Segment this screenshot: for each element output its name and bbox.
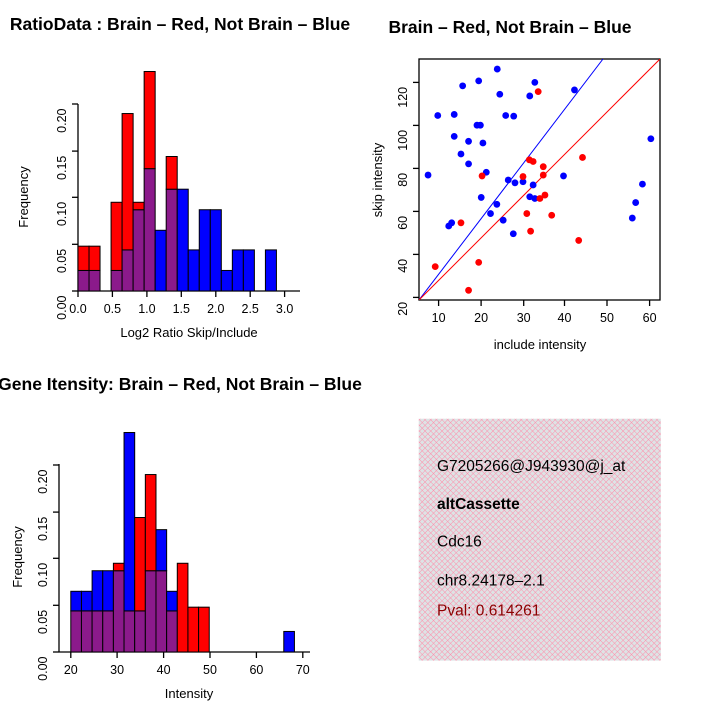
svg-text:G7205266@J943930@j_at: G7205266@J943930@j_at <box>437 458 626 475</box>
svg-text:Frequency: Frequency <box>10 526 25 588</box>
svg-text:0.00: 0.00 <box>36 656 50 680</box>
svg-text:80: 80 <box>396 173 410 187</box>
svg-text:50: 50 <box>203 663 217 677</box>
svg-text:include intensity: include intensity <box>494 337 587 352</box>
svg-text:RatioData : Brain – Red, Not B: RatioData : Brain – Red, Not Brain – Blu… <box>10 14 351 34</box>
svg-text:1.5: 1.5 <box>173 302 190 316</box>
svg-text:40: 40 <box>157 663 171 677</box>
svg-text:0.20: 0.20 <box>55 108 69 132</box>
svg-text:0.5: 0.5 <box>104 302 121 316</box>
svg-text:skip intensity: skip intensity <box>370 142 385 217</box>
svg-text:120: 120 <box>396 87 410 108</box>
svg-text:0.15: 0.15 <box>36 517 50 541</box>
svg-text:3.0: 3.0 <box>276 302 293 316</box>
svg-text:60: 60 <box>643 311 657 325</box>
svg-text:0.15: 0.15 <box>55 156 69 180</box>
svg-text:30: 30 <box>517 311 531 325</box>
svg-text:50: 50 <box>600 311 614 325</box>
svg-text:60: 60 <box>396 216 410 230</box>
svg-text:Intensity: Intensity <box>165 686 214 701</box>
svg-text:0.05: 0.05 <box>36 610 50 634</box>
svg-text:Brain – Red, Not Brain – Blue: Brain – Red, Not Brain – Blue <box>388 17 631 37</box>
svg-text:100: 100 <box>396 130 410 151</box>
svg-text:30: 30 <box>110 663 124 677</box>
svg-text:Frequency: Frequency <box>16 166 31 228</box>
svg-text:0.10: 0.10 <box>55 202 69 226</box>
svg-text:1.0: 1.0 <box>138 302 155 316</box>
svg-text:chr8.24178–2.1: chr8.24178–2.1 <box>437 572 545 589</box>
svg-text:70: 70 <box>296 663 310 677</box>
svg-text:altCassette: altCassette <box>437 496 520 513</box>
svg-text:10: 10 <box>432 311 446 325</box>
svg-text:Gene Itensity: Brain – Red, No: Gene Itensity: Brain – Red, Not Brain – … <box>0 374 362 394</box>
svg-text:20: 20 <box>396 302 410 316</box>
svg-text:0.0: 0.0 <box>69 302 86 316</box>
svg-text:0.00: 0.00 <box>55 295 69 319</box>
svg-text:Log2 Ratio Skip/Include: Log2 Ratio Skip/Include <box>120 325 257 340</box>
svg-text:20: 20 <box>64 663 78 677</box>
svg-text:Cdc16: Cdc16 <box>437 534 482 551</box>
svg-text:60: 60 <box>249 663 263 677</box>
svg-text:2.0: 2.0 <box>207 302 224 316</box>
svg-text:40: 40 <box>558 311 572 325</box>
svg-text:20: 20 <box>474 311 488 325</box>
svg-text:0.10: 0.10 <box>36 563 50 587</box>
svg-text:0.20: 0.20 <box>36 469 50 493</box>
svg-text:Pval: 0.614261: Pval: 0.614261 <box>437 603 540 620</box>
svg-text:0.05: 0.05 <box>55 249 69 273</box>
svg-text:40: 40 <box>396 259 410 273</box>
svg-text:2.5: 2.5 <box>242 302 259 316</box>
